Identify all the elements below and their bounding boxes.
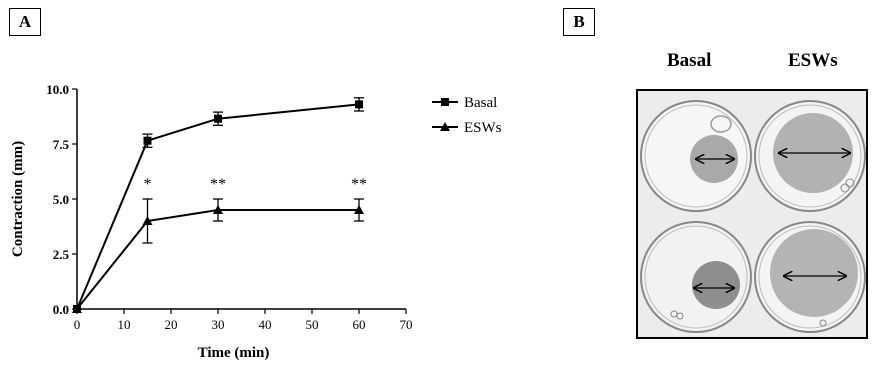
significance-marker: ** bbox=[351, 176, 367, 193]
data-point-esws bbox=[213, 205, 223, 214]
well-basal-bottom bbox=[640, 221, 752, 333]
x-tick-label: 10 bbox=[118, 317, 131, 332]
well-esws-bottom bbox=[754, 221, 866, 333]
x-tick-label: 20 bbox=[165, 317, 178, 332]
well-esws-top bbox=[754, 100, 866, 212]
well-basal-top bbox=[640, 100, 752, 212]
y-tick-label: 5.0 bbox=[53, 192, 69, 207]
panel-b-label: B bbox=[563, 8, 595, 36]
x-tick-label: 70 bbox=[400, 317, 413, 332]
y-tick-label: 0.0 bbox=[53, 302, 69, 317]
significance-marker: * bbox=[144, 176, 152, 193]
photo-column-label-basal: Basal bbox=[667, 50, 712, 71]
photo-column-label-esws: ESWs bbox=[788, 50, 838, 71]
series-line-basal bbox=[76, 103, 360, 310]
y-tick-label: 7.5 bbox=[53, 137, 70, 152]
data-point-esws bbox=[72, 304, 82, 313]
gel-contraction-photo bbox=[636, 89, 868, 339]
legend-label-basal: Basal bbox=[464, 95, 497, 111]
well-plate-image bbox=[640, 100, 866, 333]
x-tick-label: 50 bbox=[306, 317, 319, 332]
data-point-basal bbox=[143, 136, 152, 145]
x-tick-label: 40 bbox=[259, 317, 272, 332]
data-point-basal bbox=[355, 100, 363, 109]
data-point-esws bbox=[354, 205, 364, 214]
legend-marker-triangle bbox=[440, 122, 450, 131]
x-tick-label: 30 bbox=[212, 317, 225, 332]
y-axis-label: Contraction (mm) bbox=[10, 141, 26, 257]
x-axis-label: Time (min) bbox=[198, 345, 270, 361]
data-point-esws bbox=[142, 216, 153, 225]
legend-label-esws: ESWs bbox=[464, 120, 502, 136]
data-point-basal bbox=[214, 114, 222, 123]
y-tick-label: 10.0 bbox=[46, 82, 69, 97]
y-tick-label: 2.5 bbox=[53, 247, 70, 262]
significance-marker: ** bbox=[210, 176, 226, 193]
legend-marker-square bbox=[441, 98, 449, 106]
plot-area: 0 10 20 30 40 50 60 70 0.0 2.5 5.0 7.5 10.0 Time (min… bbox=[10, 82, 502, 361]
x-tick-label: 0 bbox=[74, 317, 81, 332]
panel-a-label: A bbox=[9, 8, 41, 36]
series-line-esws bbox=[76, 209, 359, 310]
x-tick-label: 60 bbox=[353, 317, 366, 332]
